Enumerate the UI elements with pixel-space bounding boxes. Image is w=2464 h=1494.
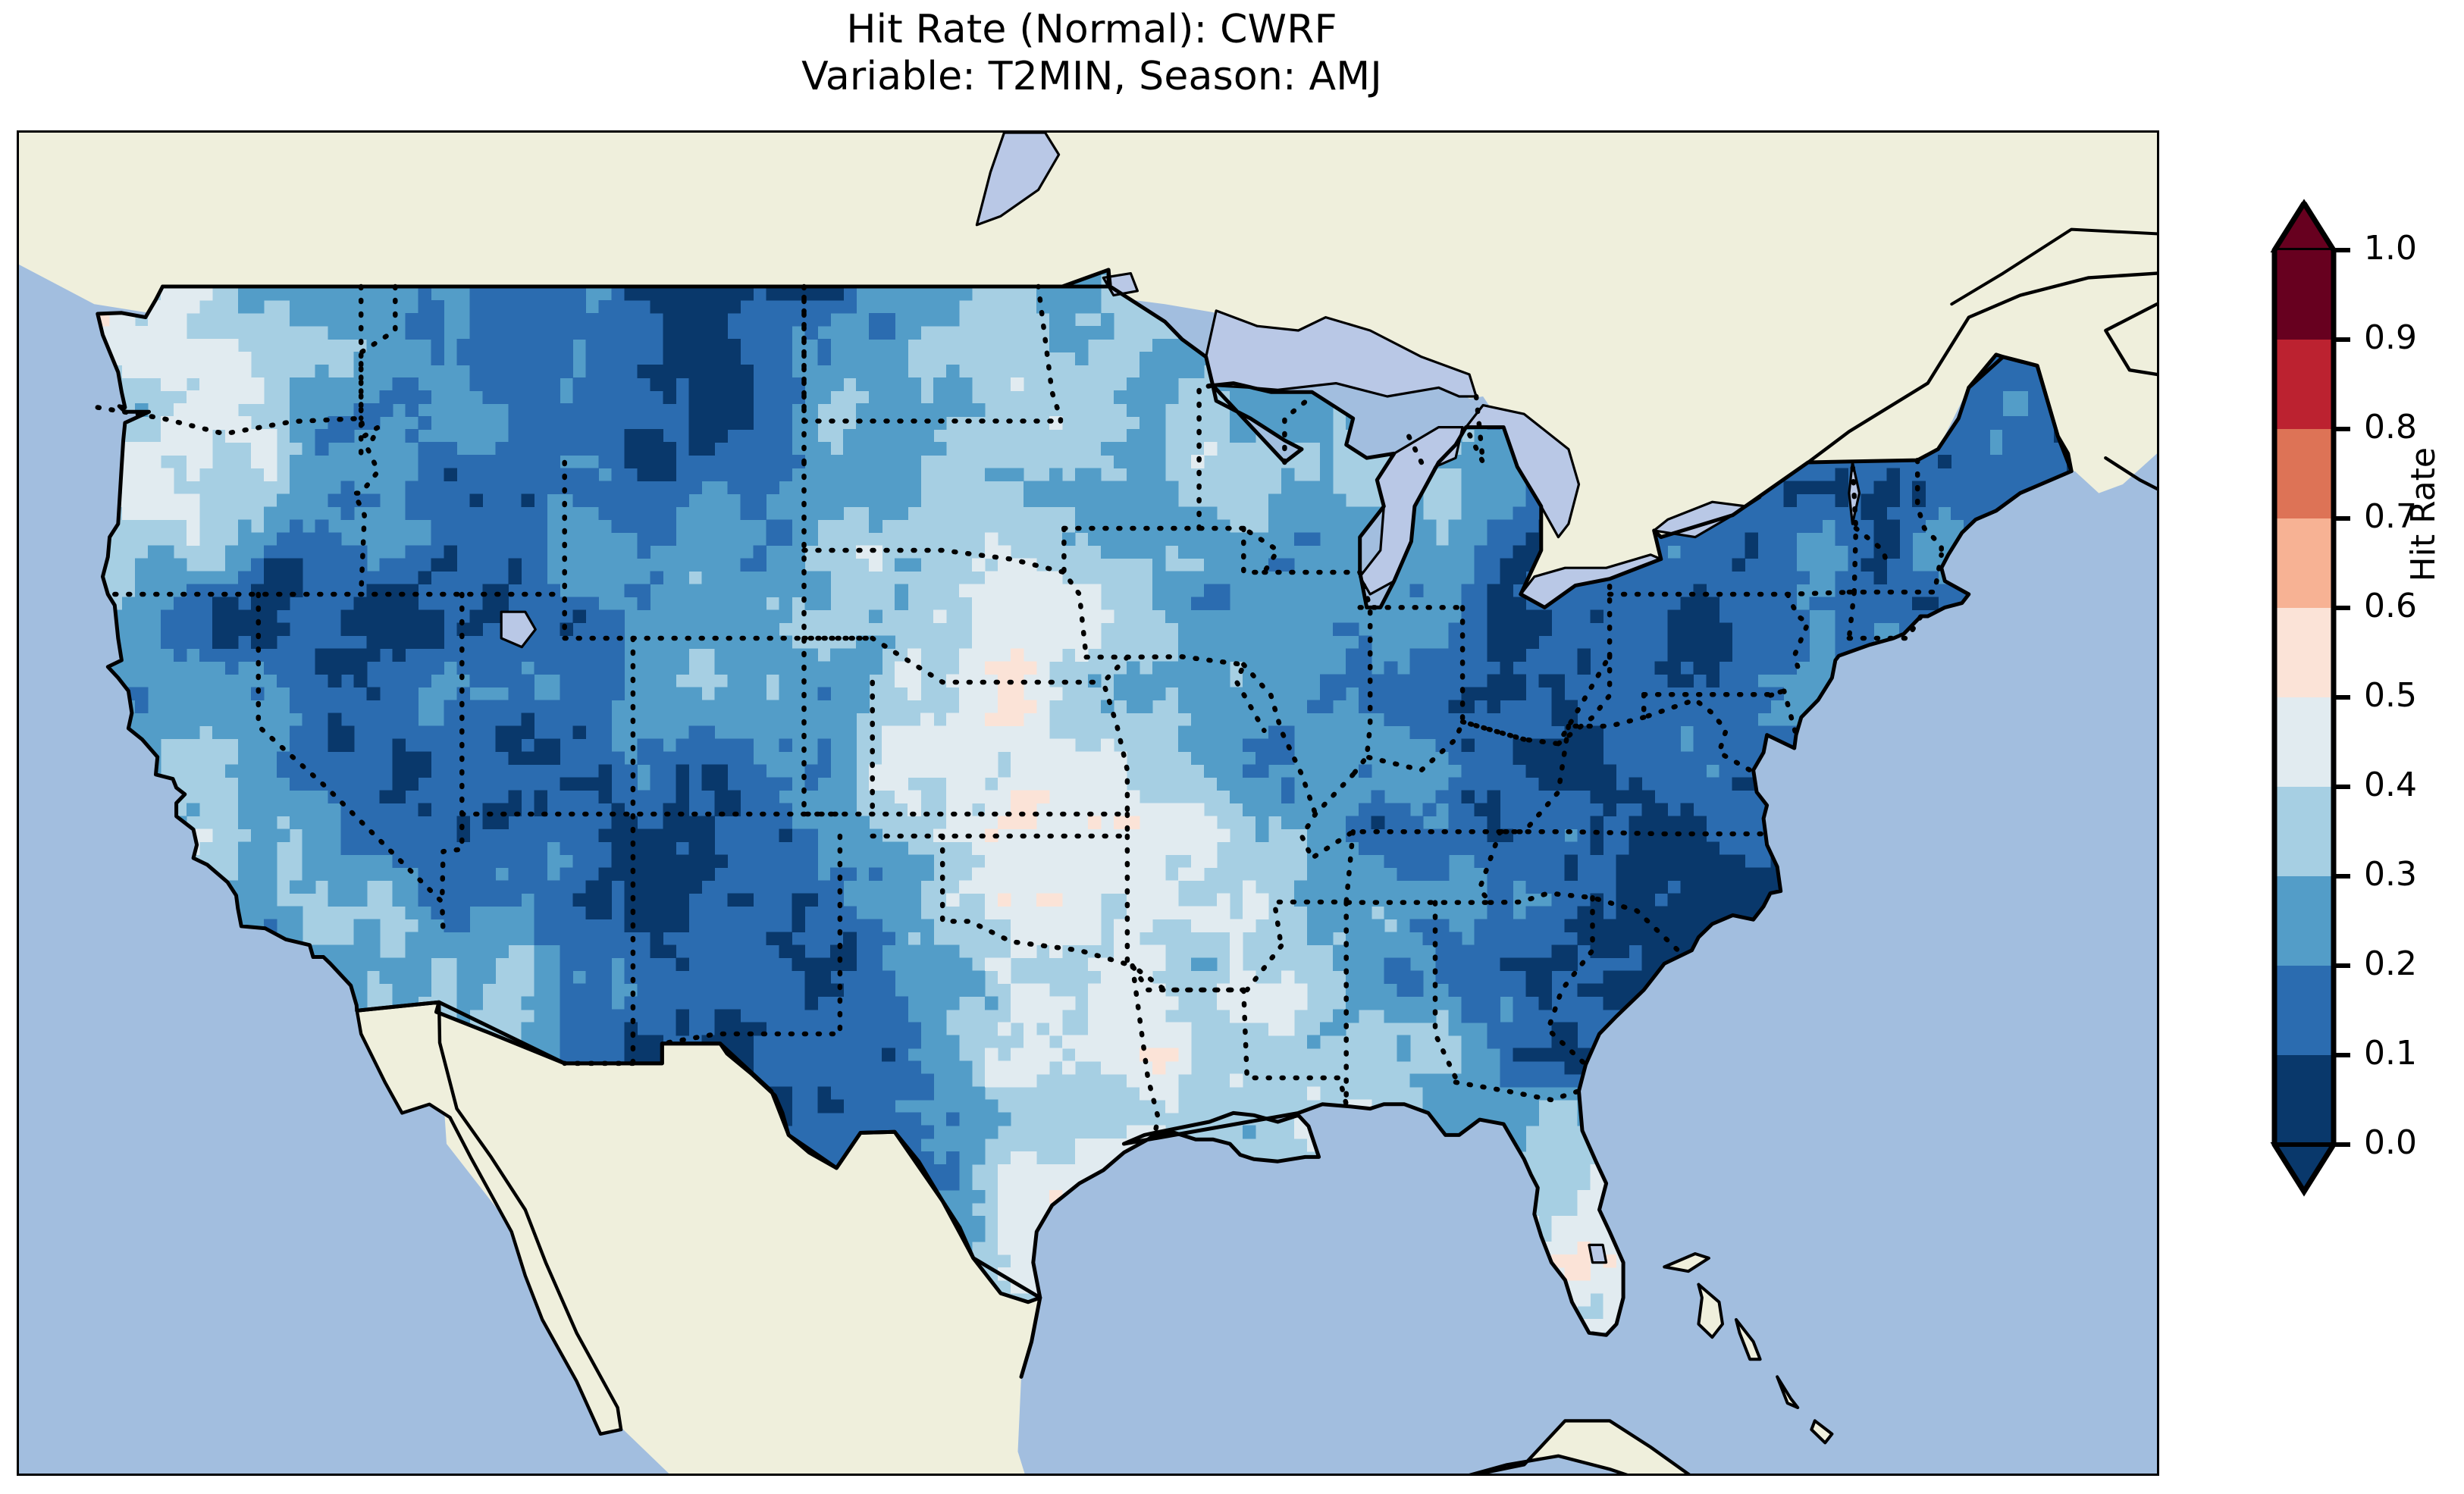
colorbar-tick-label: 0.1 [2364,1034,2417,1073]
colorbar-tick-label: 0.6 [2364,587,2417,625]
page-title: Hit Rate (Normal): CWRF Variable: T2MIN,… [0,6,2183,101]
state-borders [95,283,1944,1138]
colorbar-bar: 1.0 0.9 0.8 0.7 0.6 0.5 0.4 0.3 0.2 0.1 0.0 [2270,199,2417,1197]
colorbar-axis-label: Hit Rate [2404,288,2443,606]
colorbar-tick-label: 0.7 [2364,497,2417,536]
lakes-layer [500,133,1861,1264]
colorbar[interactable]: 1.0 0.9 0.8 0.7 0.6 0.5 0.4 0.3 0.2 0.1 0.0 Hit Ra… [2267,121,2449,1304]
colorbar-tick-label: 0.2 [2364,944,2417,983]
colorbar-label-text: Hit Rate [2404,447,2443,582]
colorbar-tick-label: 0.3 [2364,855,2417,894]
colorbar-tick-label: 0.4 [2364,766,2417,804]
colorbar-tick-label: 1.0 [2364,229,2417,268]
colorbar-tick-label: 0.8 [2364,408,2417,446]
coastlines [96,227,2157,1474]
title-line-2: Variable: T2MIN, Season: AMJ [801,54,1382,100]
colorbar-tick-label: 0.9 [2364,318,2417,357]
map-plot [19,133,2157,1474]
title-line-1: Hit Rate (Normal): CWRF [846,7,1337,52]
map-axes[interactable] [17,130,2159,1476]
colorbar-tick-label: 0.5 [2364,676,2417,715]
colorbar-tick-label: 0.0 [2364,1123,2417,1162]
